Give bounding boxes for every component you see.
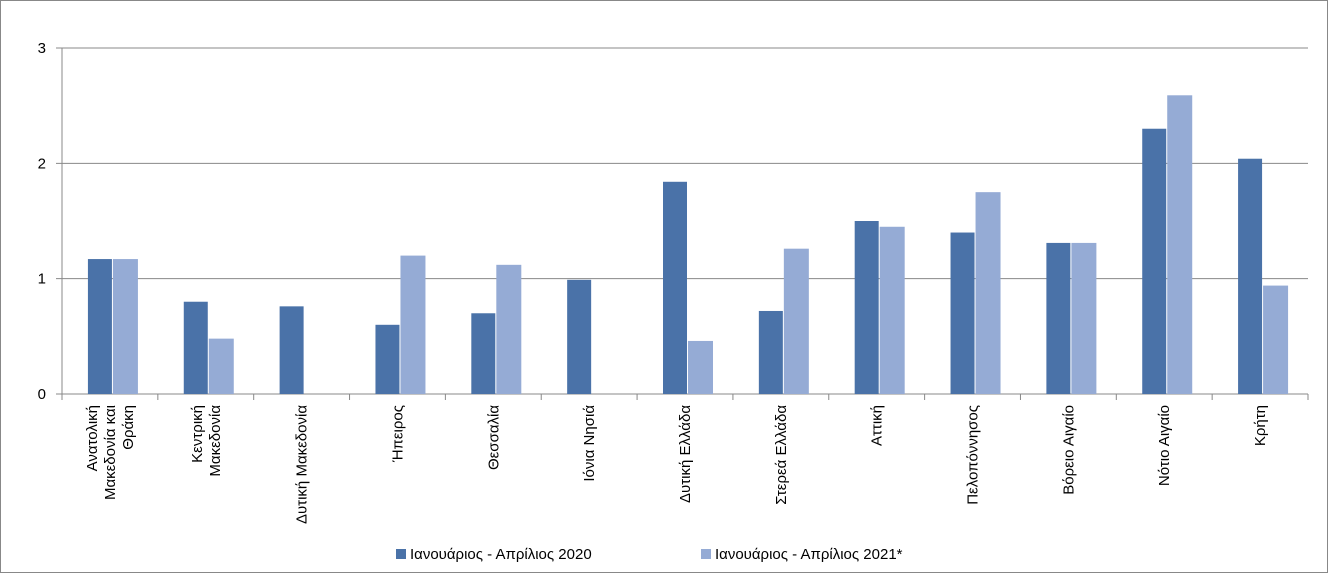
bar <box>1071 242 1097 394</box>
bar <box>758 310 783 394</box>
bar <box>1142 128 1167 394</box>
label-line: Νότιο Αιγαίο <box>1156 405 1173 486</box>
bar <box>663 181 687 394</box>
legend-swatch <box>701 549 711 559</box>
bar <box>87 259 112 394</box>
label-line: Δυτική Μακεδονία <box>294 405 311 524</box>
bar <box>1167 95 1193 394</box>
bar <box>879 226 905 394</box>
legend-label: Ιανουάριος - Απρίλιος 2021* <box>715 546 903 563</box>
x-tick-label: Βόρειο Αιγαίο <box>1060 405 1077 495</box>
bar <box>1046 242 1071 394</box>
label-line: Δυτική Ελλάδα <box>677 405 694 503</box>
label-line: Κρήτη <box>1252 405 1269 446</box>
y-tick-label: 2 <box>38 155 46 172</box>
x-tick-label: Νότιο Αιγαίο <box>1156 405 1173 486</box>
bar <box>112 259 138 394</box>
bar <box>950 232 975 394</box>
bar <box>208 338 234 394</box>
bar <box>854 221 879 394</box>
label-line: Θράκη <box>120 405 137 450</box>
x-tick-label: ΑνατολικήΜακεδονία καιΘράκη <box>84 405 137 500</box>
x-tick-label: Αττική <box>869 405 886 446</box>
label-line: Μακεδονία και <box>102 405 119 500</box>
y-tick-label: 3 <box>38 40 46 57</box>
label-line: Αττική <box>869 405 886 446</box>
bar <box>496 264 522 394</box>
y-tick-label: 1 <box>38 271 46 288</box>
legend-label: Ιανουάριος - Απρίλιος 2020 <box>410 546 592 563</box>
x-tick-label: Δυτική Μακεδονία <box>294 405 311 524</box>
label-line: Μακεδονία <box>207 405 224 477</box>
x-tick-label: Δυτική Ελλάδα <box>677 405 694 503</box>
bar <box>183 301 208 394</box>
label-line: Ήπειρος <box>389 405 406 463</box>
bar <box>1238 158 1263 394</box>
label-line: Βόρειο Αιγαίο <box>1060 405 1077 495</box>
label-line: Στερεά Ελλάδα <box>773 405 790 505</box>
bar <box>567 279 592 394</box>
y-tick-label: 0 <box>38 386 46 403</box>
bar <box>471 313 496 394</box>
label-line: Κεντρική <box>189 405 206 463</box>
x-tick-label: Ιόνια Νησιά <box>581 405 598 482</box>
bar <box>1263 285 1289 394</box>
legend-swatch <box>396 549 406 559</box>
label-line: Πελοπόννησος <box>965 405 982 505</box>
x-tick-label: Ήπειρος <box>389 405 406 463</box>
bar <box>375 324 400 394</box>
bar <box>783 248 809 394</box>
x-tick-label: Κρήτη <box>1252 405 1269 446</box>
x-tick-label: ΚεντρικήΜακεδονία <box>189 405 224 477</box>
x-tick-label: Στερεά Ελλάδα <box>773 405 790 505</box>
label-line: Ιόνια Νησιά <box>581 405 598 482</box>
label-line: Ανατολική <box>84 405 101 471</box>
bar <box>400 255 426 394</box>
bar <box>688 340 713 394</box>
x-tick-label: Θεσσαλία <box>485 405 502 470</box>
label-line: Θεσσαλία <box>485 405 502 470</box>
bar <box>279 306 304 394</box>
bar <box>975 192 1001 394</box>
x-tick-label: Πελοπόννησος <box>965 405 982 505</box>
